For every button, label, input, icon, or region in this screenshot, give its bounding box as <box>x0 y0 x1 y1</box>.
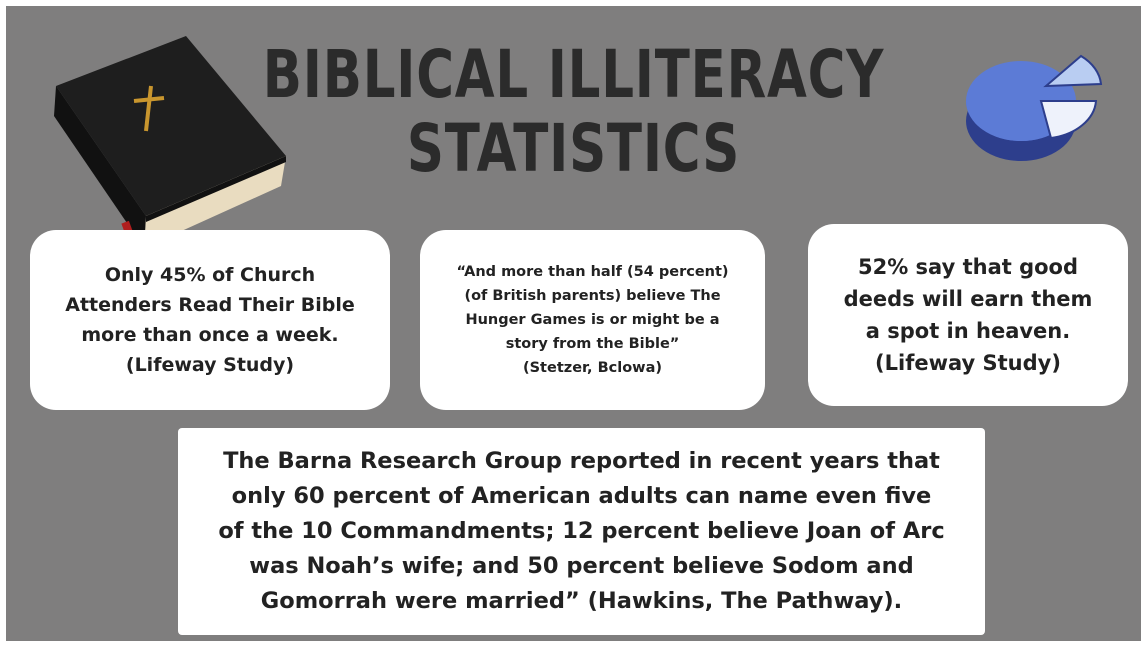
page-body: BIBLICAL ILLITERACY STATISTICS Only 45% … <box>0 0 1145 645</box>
footer-card: The Barna Research Group reported in rec… <box>178 428 985 635</box>
card-text-line: 52% say that good <box>858 251 1078 283</box>
card-text-line: (Lifeway Study) <box>126 350 294 380</box>
infographic: BIBLICAL ILLITERACY STATISTICS Only 45% … <box>6 6 1141 641</box>
card-text-line: of the 10 Commandments; 12 percent belie… <box>218 514 944 549</box>
card-text-line: story from the Bible” <box>506 332 680 356</box>
card-text-line: “And more than half (54 percent) <box>456 260 728 284</box>
card-text-line: Hunger Games is or might be a <box>465 308 719 332</box>
card-text-line: (Stetzer, Bclowa) <box>523 356 662 380</box>
card-text-line: more than once a week. <box>81 320 338 350</box>
card-text-line: Gomorrah were married” (Hawkins, The Pat… <box>261 584 902 619</box>
card-text-line: a spot in heaven. <box>866 315 1070 347</box>
card-text-line: Attenders Read Their Bible <box>65 290 354 320</box>
title-line: STATISTICS <box>131 116 1016 182</box>
card-text-line: (Lifeway Study) <box>875 347 1061 379</box>
card-text-line: The Barna Research Group reported in rec… <box>223 444 940 479</box>
title-line: BIBLICAL ILLITERACY <box>131 42 1016 108</box>
stat-card: “And more than half (54 percent)(of Brit… <box>420 230 765 410</box>
card-text-line: (of British parents) believe The <box>464 284 720 308</box>
card-text-line: was Noah’s wife; and 50 percent believe … <box>249 549 913 584</box>
card-text-line: deeds will earn them <box>844 283 1093 315</box>
card-text-line: only 60 percent of American adults can n… <box>232 479 932 514</box>
card-text-line: Only 45% of Church <box>105 260 315 290</box>
